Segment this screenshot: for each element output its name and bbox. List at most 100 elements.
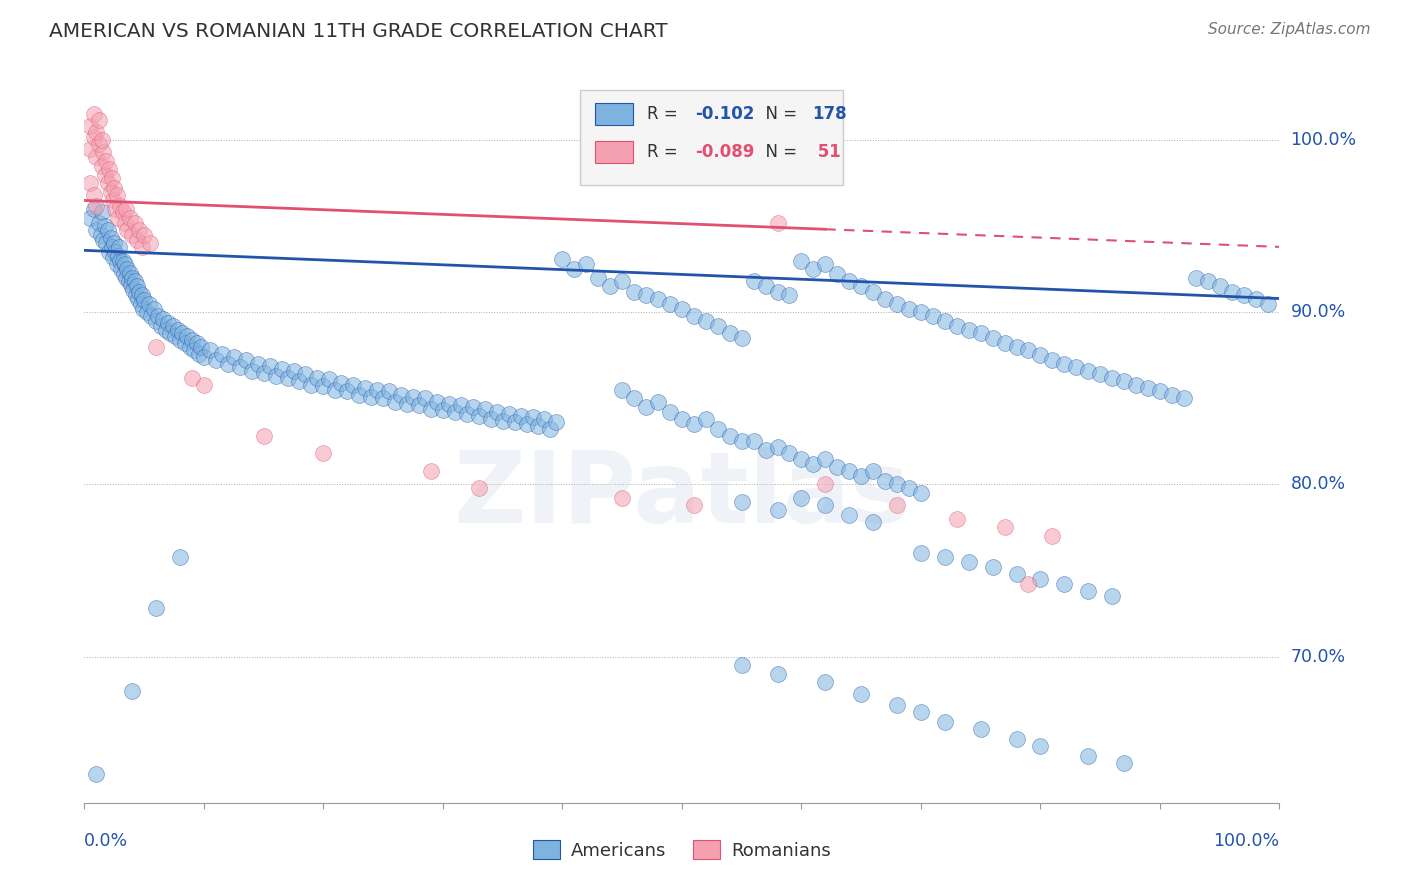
Point <box>695 314 717 328</box>
Point <box>93 233 115 247</box>
Point <box>79 176 101 190</box>
Point <box>127 292 149 306</box>
Point <box>259 359 281 373</box>
Point <box>86 223 108 237</box>
Point <box>437 396 460 410</box>
Point <box>779 446 801 460</box>
Point <box>474 401 496 416</box>
Point <box>492 414 515 428</box>
Point <box>366 383 388 397</box>
Point <box>1042 353 1064 368</box>
Point <box>165 329 187 343</box>
Point <box>349 388 371 402</box>
Point <box>671 301 693 316</box>
Point <box>766 285 789 299</box>
Point <box>193 377 215 392</box>
Point <box>468 481 491 495</box>
Point <box>112 268 135 282</box>
Point <box>1244 292 1267 306</box>
Point <box>659 405 682 419</box>
Point <box>875 292 897 306</box>
Point <box>378 384 401 399</box>
Point <box>107 248 129 262</box>
Point <box>87 136 110 151</box>
Point <box>294 368 316 382</box>
Point <box>117 262 139 277</box>
Point <box>862 516 884 530</box>
Point <box>1114 374 1136 388</box>
Point <box>413 392 436 406</box>
Point <box>790 491 813 505</box>
Point <box>98 162 121 177</box>
Point <box>636 288 658 302</box>
Text: R =: R = <box>647 143 683 161</box>
Point <box>461 400 484 414</box>
Point <box>125 279 148 293</box>
Point <box>120 277 142 292</box>
Point <box>121 227 143 242</box>
Point <box>612 274 634 288</box>
Text: 178: 178 <box>813 104 846 123</box>
Point <box>105 257 128 271</box>
Point <box>636 400 658 414</box>
Point <box>707 422 730 436</box>
Point <box>731 331 754 345</box>
Point <box>1161 388 1184 402</box>
Point <box>1209 279 1232 293</box>
Text: 0.0%: 0.0% <box>84 832 128 850</box>
Point <box>118 211 141 225</box>
Point <box>838 274 860 288</box>
Point <box>110 253 132 268</box>
Point <box>1149 384 1171 399</box>
Point <box>288 374 311 388</box>
Point <box>253 366 276 380</box>
Point <box>1018 343 1040 358</box>
Point <box>108 240 131 254</box>
Point <box>121 684 143 698</box>
Point <box>444 405 467 419</box>
Text: N =: N = <box>755 104 803 123</box>
Point <box>498 407 520 421</box>
Point <box>169 333 191 347</box>
Point <box>205 353 228 368</box>
Point <box>124 274 146 288</box>
Point <box>838 508 860 523</box>
Point <box>131 288 153 302</box>
Point <box>301 377 323 392</box>
Point <box>114 216 136 230</box>
Point <box>612 491 634 505</box>
Point <box>132 301 155 316</box>
Point <box>97 176 120 190</box>
Point <box>125 233 148 247</box>
Point <box>325 383 347 397</box>
Point <box>139 236 162 251</box>
Point <box>755 442 778 457</box>
Point <box>128 223 150 237</box>
Point <box>527 418 550 433</box>
Point <box>851 687 873 701</box>
Point <box>994 520 1017 534</box>
Point <box>1005 732 1028 747</box>
Point <box>766 216 789 230</box>
Point <box>886 498 908 512</box>
Point <box>408 398 430 412</box>
Point <box>307 370 329 384</box>
Point <box>138 296 160 310</box>
Point <box>148 309 170 323</box>
Point <box>647 394 669 409</box>
Point <box>827 268 849 282</box>
Point <box>742 434 765 449</box>
Text: 100.0%: 100.0% <box>1291 131 1357 149</box>
Point <box>79 142 101 156</box>
Point <box>731 434 754 449</box>
Point <box>1090 368 1112 382</box>
Point <box>183 343 205 358</box>
Point <box>173 336 195 351</box>
Point <box>79 211 101 225</box>
Point <box>910 486 932 500</box>
Point <box>115 271 138 285</box>
Point <box>145 340 167 354</box>
Bar <box>595 103 633 125</box>
Point <box>420 401 443 416</box>
Point <box>270 362 292 376</box>
